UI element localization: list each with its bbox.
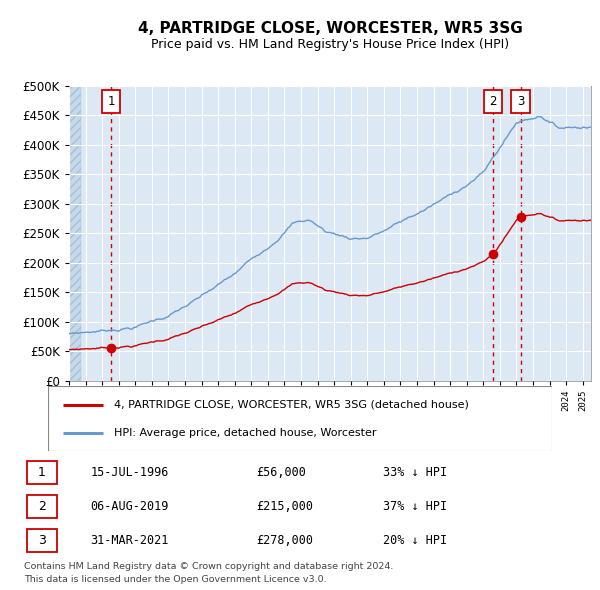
Text: Contains HM Land Registry data © Crown copyright and database right 2024.: Contains HM Land Registry data © Crown c… — [24, 562, 394, 571]
Text: 20% ↓ HPI: 20% ↓ HPI — [383, 534, 447, 547]
Text: £278,000: £278,000 — [256, 534, 313, 547]
Text: 4, PARTRIDGE CLOSE, WORCESTER, WR5 3SG (detached house): 4, PARTRIDGE CLOSE, WORCESTER, WR5 3SG (… — [113, 399, 469, 409]
Bar — [484, 90, 502, 113]
Bar — [27, 495, 57, 518]
Bar — [102, 90, 120, 113]
Text: 3: 3 — [38, 534, 46, 547]
Text: £56,000: £56,000 — [256, 466, 306, 479]
Text: 2: 2 — [490, 95, 497, 108]
Text: 37% ↓ HPI: 37% ↓ HPI — [383, 500, 447, 513]
Text: 2: 2 — [38, 500, 46, 513]
Text: 15-JUL-1996: 15-JUL-1996 — [90, 466, 169, 479]
Text: 3: 3 — [517, 95, 524, 108]
Text: HPI: Average price, detached house, Worcester: HPI: Average price, detached house, Worc… — [113, 428, 376, 438]
Text: £215,000: £215,000 — [256, 500, 313, 513]
Text: This data is licensed under the Open Government Licence v3.0.: This data is licensed under the Open Gov… — [24, 575, 326, 584]
Bar — [27, 461, 57, 484]
Bar — [27, 529, 57, 552]
Text: 33% ↓ HPI: 33% ↓ HPI — [383, 466, 447, 479]
Text: 06-AUG-2019: 06-AUG-2019 — [90, 500, 169, 513]
Text: 1: 1 — [107, 95, 115, 108]
Text: 1: 1 — [38, 466, 46, 479]
Text: 4, PARTRIDGE CLOSE, WORCESTER, WR5 3SG: 4, PARTRIDGE CLOSE, WORCESTER, WR5 3SG — [137, 21, 523, 35]
Text: Price paid vs. HM Land Registry's House Price Index (HPI): Price paid vs. HM Land Registry's House … — [151, 38, 509, 51]
Text: 31-MAR-2021: 31-MAR-2021 — [90, 534, 169, 547]
Bar — [511, 90, 530, 113]
